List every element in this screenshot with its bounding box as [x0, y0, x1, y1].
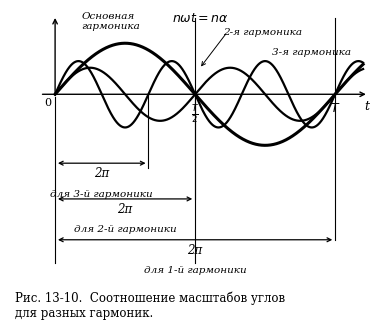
Text: 0: 0 [44, 98, 51, 108]
Text: для 2-й гармоники: для 2-й гармоники [74, 225, 177, 234]
Text: $T$: $T$ [330, 102, 340, 115]
Text: $\frac{T}{2}$: $\frac{T}{2}$ [191, 104, 199, 125]
Text: 2π: 2π [188, 244, 203, 257]
Text: для 1-й гармоники: для 1-й гармоники [144, 266, 246, 275]
Text: 2-я гармоника: 2-я гармоника [223, 28, 302, 37]
Text: t: t [365, 100, 370, 114]
Text: для 3-й гармоники: для 3-й гармоники [51, 190, 153, 199]
Text: Основная
гармоника: Основная гармоника [82, 12, 141, 31]
Text: 2π: 2π [94, 167, 110, 180]
Text: 2π: 2π [118, 203, 133, 216]
Text: 3-я гармоника: 3-я гармоника [272, 48, 351, 57]
Text: $n\omega t = n\alpha$: $n\omega t = n\alpha$ [172, 12, 229, 24]
Text: Рис. 13-10.  Соотношение масштабов углов
для разных гармоник.: Рис. 13-10. Соотношение масштабов углов … [15, 291, 285, 320]
